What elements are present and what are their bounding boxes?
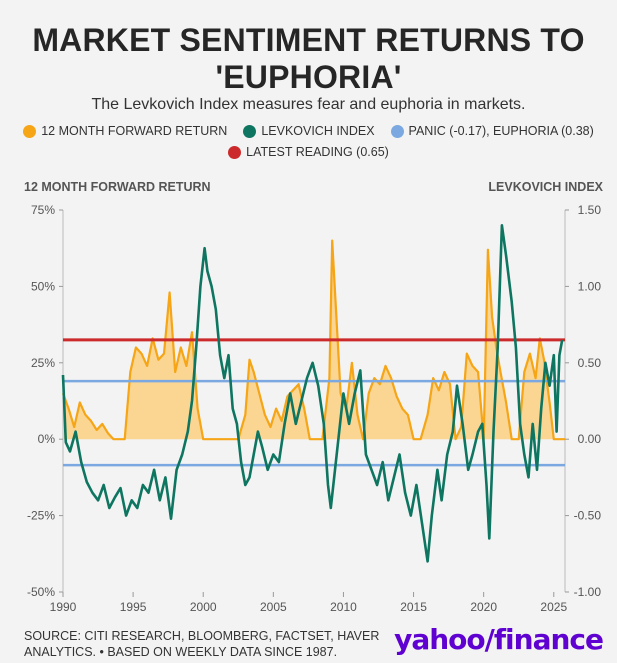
- right-tick-label: 0.00: [578, 432, 602, 446]
- right-tick-label: 1.50: [578, 203, 602, 217]
- legend-item-latest: LATEST READING (0.65): [228, 142, 389, 163]
- x-tick-label: 2020: [470, 600, 497, 614]
- left-tick-label: 0%: [38, 432, 56, 446]
- left-tick-label: 50%: [31, 279, 55, 293]
- left-axis-title: 12 MONTH FORWARD RETURN: [24, 180, 211, 194]
- right-tick-label: -1.00: [574, 585, 602, 599]
- yahoo-finance-logo: yahoo/finance: [394, 623, 604, 656]
- legend-swatch-forward-return: [23, 125, 37, 138]
- right-axis-title: LEVKOVICH INDEX: [488, 180, 603, 194]
- legend: 12 MONTH FORWARD RETURN LEVKOVICH INDEX …: [0, 121, 617, 163]
- legend-swatch-latest: [228, 146, 242, 159]
- legend-swatch-panic-euphoria: [390, 125, 404, 138]
- legend-item-panic-euphoria: PANIC (-0.17), EUPHORIA (0.38): [390, 121, 594, 142]
- x-tick-label: 1995: [120, 600, 147, 614]
- legend-label-forward-return: 12 MONTH FORWARD RETURN: [41, 124, 228, 138]
- legend-row-1: 12 MONTH FORWARD RETURN LEVKOVICH INDEX …: [0, 121, 617, 142]
- right-tick-label: 0.50: [578, 356, 602, 370]
- left-tick-label: -25%: [27, 509, 55, 523]
- left-tick-label: 75%: [31, 203, 55, 217]
- title-line-1: MARKET SENTIMENT RETURNS TO: [32, 22, 585, 58]
- legend-label-latest: LATEST READING (0.65): [246, 145, 389, 159]
- left-tick-label: -50%: [27, 585, 55, 599]
- legend-item-levkovich: LEVKOVICH INDEX: [243, 121, 375, 142]
- source-note: SOURCE: CITI RESEARCH, BLOOMBERG, FACTSE…: [24, 628, 394, 660]
- x-tick-label: 2010: [330, 600, 357, 614]
- source-line-2: ANALYTICS. • BASED ON WEEKLY DATA SINCE …: [24, 645, 338, 659]
- title-line-2: 'EUPHORIA': [215, 59, 402, 95]
- legend-swatch-levkovich: [243, 125, 257, 138]
- legend-label-levkovich: LEVKOVICH INDEX: [261, 124, 375, 138]
- source-line-1: SOURCE: CITI RESEARCH, BLOOMBERG, FACTSE…: [24, 629, 380, 643]
- levkovich-index-line: [61, 224, 564, 563]
- x-tick-label: 2005: [260, 600, 287, 614]
- right-tick-label: -0.50: [574, 509, 602, 523]
- right-tick-label: 1.00: [578, 279, 602, 293]
- legend-item-forward-return: 12 MONTH FORWARD RETURN: [23, 121, 227, 142]
- legend-row-2: LATEST READING (0.65): [0, 142, 617, 163]
- left-tick-label: 25%: [31, 356, 55, 370]
- x-tick-label: 2015: [400, 600, 427, 614]
- chart-subtitle: The Levkovich Index measures fear and eu…: [91, 96, 526, 113]
- forward-return-line: [61, 239, 565, 441]
- x-tick-label: 2025: [540, 600, 567, 614]
- legend-label-panic-euphoria: PANIC (-0.17), EUPHORIA (0.38): [408, 124, 594, 138]
- chart-title: MARKET SENTIMENT RETURNS TO 'EUPHORIA': [0, 22, 617, 96]
- x-tick-label: 2000: [190, 600, 217, 614]
- x-tick-label: 1990: [50, 600, 77, 614]
